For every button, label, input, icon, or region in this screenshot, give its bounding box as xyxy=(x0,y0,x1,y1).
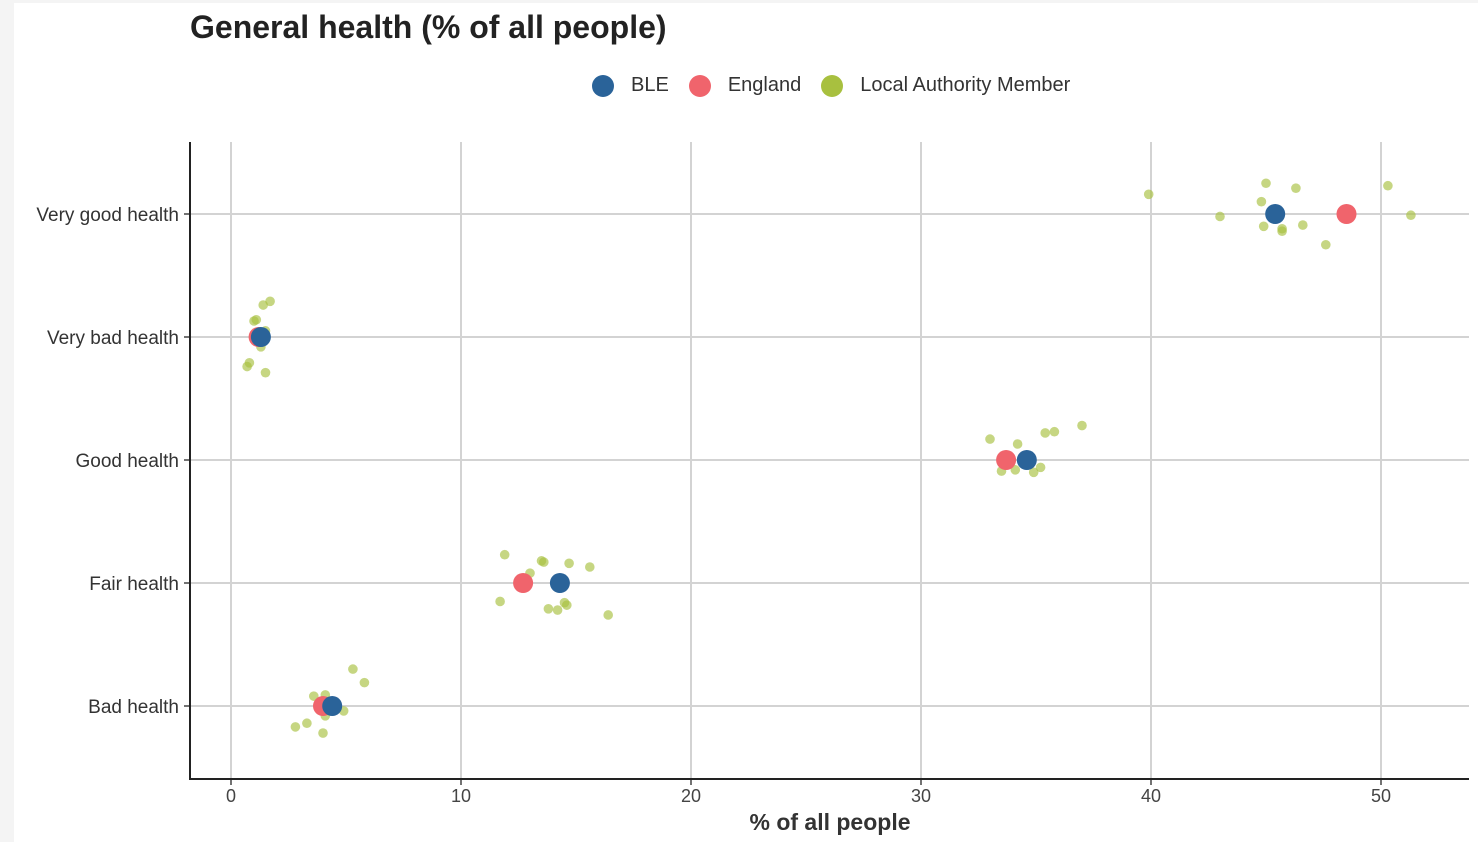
category-label-bad-health: Bad health xyxy=(88,697,179,718)
category-labels: Very good health Very bad health Good heal… xyxy=(36,205,179,718)
x-tick-label-30: 30 xyxy=(911,786,931,806)
point-local-authority-member-good-health-22 xyxy=(1012,439,1023,449)
point-local-authority-member-bad-health-49 xyxy=(290,722,301,732)
point-ble-very-bad-health xyxy=(250,327,271,347)
point-local-authority-member-very-good-health-7 xyxy=(1277,226,1287,237)
point-local-authority-member-good-health-24 xyxy=(1049,426,1060,437)
point-ble-very-good-health xyxy=(1265,204,1286,224)
point-local-authority-member-good-health-29 xyxy=(1035,462,1046,473)
point-local-authority-member-bad-health-48 xyxy=(302,718,312,729)
point-local-authority-member-good-health-27 xyxy=(1010,465,1021,475)
point-local-authority-member-very-good-health-0 xyxy=(1143,189,1154,200)
point-local-authority-member-very-bad-health-15 xyxy=(251,314,262,325)
point-local-authority-member-fair-health-36 xyxy=(495,596,505,607)
data-points xyxy=(242,178,1416,738)
legend-label-ble: BLE xyxy=(631,74,669,96)
point-local-authority-member-very-good-health-4 xyxy=(1291,183,1301,193)
x-tick-label-50: 50 xyxy=(1371,786,1391,806)
point-local-authority-member-very-good-health-3 xyxy=(1256,196,1267,207)
category-label-fair-health: Fair health xyxy=(89,574,179,595)
point-local-authority-member-fair-health-38 xyxy=(552,605,563,615)
point-local-authority-member-very-good-health-1 xyxy=(1215,211,1225,222)
point-local-authority-member-very-bad-health-19 xyxy=(242,361,252,372)
legend-swatch-england xyxy=(688,74,711,97)
point-local-authority-member-fair-health-34 xyxy=(585,562,595,572)
chart-panel xyxy=(14,3,1478,842)
x-tick-label-20: 20 xyxy=(681,786,701,806)
x-tick-label-0: 0 xyxy=(226,786,236,806)
point-local-authority-member-very-good-health-11 xyxy=(1406,210,1416,221)
point-local-authority-member-fair-health-41 xyxy=(603,610,613,620)
x-tick-labels: 0 10 20 30 40 50 xyxy=(226,786,1391,806)
point-england-fair-health xyxy=(513,573,534,593)
axes xyxy=(184,142,1469,785)
point-local-authority-member-very-good-health-5 xyxy=(1258,221,1269,232)
point-local-authority-member-fair-health-30 xyxy=(499,549,510,560)
point-local-authority-member-bad-health-44 xyxy=(309,691,319,701)
chart-legend: BLE England Local Authority Member xyxy=(592,74,1090,97)
category-label-very-good-health: Very good health xyxy=(36,205,179,226)
chart-title: General health (% of all people) xyxy=(190,9,667,45)
point-local-authority-member-very-good-health-9 xyxy=(1321,239,1331,250)
point-local-authority-member-bad-health-50 xyxy=(318,728,328,738)
point-local-authority-member-very-good-health-8 xyxy=(1298,220,1308,230)
category-label-good-health: Good health xyxy=(75,451,179,472)
point-ble-fair-health xyxy=(549,573,570,593)
legend-swatch-local-authority-member xyxy=(821,74,844,97)
point-local-authority-member-fair-health-33 xyxy=(564,558,574,569)
point-local-authority-member-good-health-28 xyxy=(1028,467,1039,478)
legend-item-ble[interactable]: BLE xyxy=(592,74,669,97)
point-local-authority-member-very-bad-health-20 xyxy=(260,367,271,378)
point-local-authority-member-fair-health-32 xyxy=(539,557,549,567)
point-local-authority-member-very-good-health-10 xyxy=(1383,180,1393,191)
point-local-authority-member-fair-health-40 xyxy=(562,600,572,610)
x-axis-title: % of all people xyxy=(749,809,910,835)
legend-item-england[interactable]: England xyxy=(688,74,802,97)
point-local-authority-member-bad-health-42 xyxy=(348,664,358,674)
point-local-authority-member-good-health-23 xyxy=(1040,428,1050,438)
x-tick-label-40: 40 xyxy=(1141,786,1161,806)
gridlines xyxy=(190,142,1469,779)
legend-item-local-authority-member[interactable]: Local Authority Member xyxy=(821,74,1070,97)
point-ble-bad-health xyxy=(322,696,343,716)
legend-label-local-authority-member: Local Authority Member xyxy=(860,74,1071,96)
point-local-authority-member-good-health-25 xyxy=(1077,420,1087,431)
point-local-authority-member-fair-health-37 xyxy=(543,604,554,614)
legend-swatch-ble xyxy=(592,74,614,97)
x-tick-label-10: 10 xyxy=(451,786,471,806)
point-local-authority-member-good-health-21 xyxy=(985,434,995,444)
legend-label-england: England xyxy=(727,74,802,96)
point-ble-good-health xyxy=(1016,450,1037,470)
point-england-very-good-health xyxy=(1336,204,1357,224)
point-local-authority-member-very-bad-health-13 xyxy=(265,296,275,307)
point-local-authority-member-bad-health-43 xyxy=(359,677,370,688)
point-england-good-health xyxy=(996,450,1017,470)
point-local-authority-member-very-good-health-2 xyxy=(1261,178,1271,189)
category-label-very-bad-health: Very bad health xyxy=(47,328,179,349)
